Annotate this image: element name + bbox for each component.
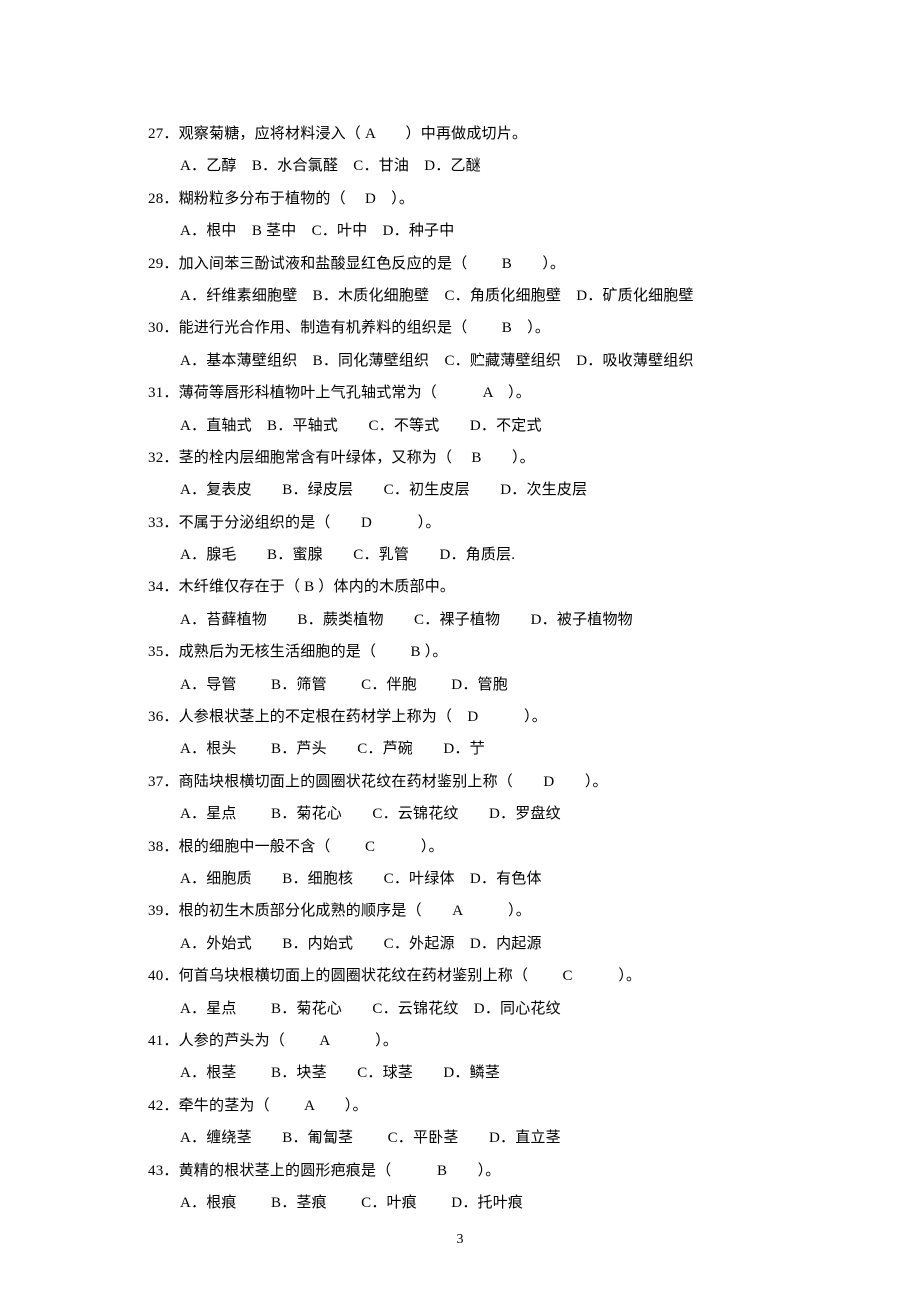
question-block: 30．能进行光合作用、制造有机养料的组织是（ B ）。 A．基本薄壁组织 B．同… — [148, 312, 790, 377]
question-stem: 37．商陆块根横切面上的圆圈状花纹在药材鉴别上称（ D ）。 — [148, 766, 790, 798]
question-block: 32．茎的栓内层细胞常含有叶绿体，又称为（ B ）。 A．复表皮 B．绿皮层 C… — [148, 442, 790, 507]
question-stem: 35．成熟后为无核生活细胞的是（ B ）。 — [148, 636, 790, 668]
question-options: A．缠绕茎 B．匍匐茎 C．平卧茎 D．直立茎 — [148, 1122, 790, 1154]
question-stem: 28．糊粉粒多分布于植物的（ D ）。 — [148, 183, 790, 215]
question-options: A．星点 B．菊花心 C．云锦花纹 D．同心花纹 — [148, 993, 790, 1025]
question-block: 42．牵牛的茎为（ A ）。 A．缠绕茎 B．匍匐茎 C．平卧茎 D．直立茎 — [148, 1090, 790, 1155]
question-stem: 33．不属于分泌组织的是（ D ）。 — [148, 507, 790, 539]
question-options: A．腺毛 B．蜜腺 C．乳管 D．角质层. — [148, 539, 790, 571]
page-number: 3 — [0, 1232, 920, 1248]
question-options: A．导管 B．筛管 C．伴胞 D．管胞 — [148, 669, 790, 701]
question-block: 43．黄精的根状茎上的圆形疤痕是（ B ）。 A．根痕 B．茎痕 C．叶痕 D．… — [148, 1155, 790, 1220]
question-options: A．星点 B．菊花心 C．云锦花纹 D．罗盘纹 — [148, 798, 790, 830]
question-options: A．复表皮 B．绿皮层 C．初生皮层 D．次生皮层 — [148, 474, 790, 506]
question-block: 38．根的细胞中一般不含（ C ）。 A．细胞质 B．细胞核 C．叶绿体 D．有… — [148, 831, 790, 896]
question-block: 40．何首乌块根横切面上的圆圈状花纹在药材鉴别上称（ C ）。 A．星点 B．菊… — [148, 960, 790, 1025]
question-block: 27．观察菊糖，应将材料浸入（ A ）中再做成切片。 A．乙醇 B．水合氯醛 C… — [148, 118, 790, 183]
question-block: 29．加入间苯三酚试液和盐酸显红色反应的是（ B ）。 A．纤维素细胞壁 B．木… — [148, 248, 790, 313]
question-block: 35．成熟后为无核生活细胞的是（ B ）。 A．导管 B．筛管 C．伴胞 D．管… — [148, 636, 790, 701]
question-options: A．乙醇 B．水合氯醛 C．甘油 D．乙醚 — [148, 150, 790, 182]
question-block: 34．木纤维仅存在于（ B ）体内的木质部中。 A．苔藓植物 B．蕨类植物 C．… — [148, 571, 790, 636]
question-stem: 43．黄精的根状茎上的圆形疤痕是（ B ）。 — [148, 1155, 790, 1187]
question-options: A．苔藓植物 B．蕨类植物 C．裸子植物 D．被子植物物 — [148, 604, 790, 636]
question-block: 28．糊粉粒多分布于植物的（ D ）。 A．根中 B 茎中 C．叶中 D．种子中 — [148, 183, 790, 248]
question-options: A．细胞质 B．细胞核 C．叶绿体 D．有色体 — [148, 863, 790, 895]
question-block: 39．根的初生木质部分化成熟的顺序是（ A ）。 A．外始式 B．内始式 C．外… — [148, 895, 790, 960]
question-options: A．外始式 B．内始式 C．外起源 D．内起源 — [148, 928, 790, 960]
question-stem: 27．观察菊糖，应将材料浸入（ A ）中再做成切片。 — [148, 118, 790, 150]
question-block: 41．人参的芦头为（ A ）。 A．根茎 B．块茎 C．球茎 D．鳞茎 — [148, 1025, 790, 1090]
question-stem: 39．根的初生木质部分化成熟的顺序是（ A ）。 — [148, 895, 790, 927]
question-stem: 29．加入间苯三酚试液和盐酸显红色反应的是（ B ）。 — [148, 248, 790, 280]
question-options: A．根中 B 茎中 C．叶中 D．种子中 — [148, 215, 790, 247]
question-options: A．直轴式 B．平轴式 C．不等式 D．不定式 — [148, 410, 790, 442]
question-options: A．根痕 B．茎痕 C．叶痕 D．托叶痕 — [148, 1187, 790, 1219]
question-block: 31．薄荷等唇形科植物叶上气孔轴式常为（ A ）。 A．直轴式 B．平轴式 C．… — [148, 377, 790, 442]
question-options: A．根茎 B．块茎 C．球茎 D．鳞茎 — [148, 1057, 790, 1089]
question-stem: 30．能进行光合作用、制造有机养料的组织是（ B ）。 — [148, 312, 790, 344]
question-options: A．基本薄壁组织 B．同化薄壁组织 C．贮藏薄壁组织 D．吸收薄壁组织 — [148, 345, 790, 377]
question-options: A．纤维素细胞壁 B．木质化细胞壁 C．角质化细胞壁 D．矿质化细胞壁 — [148, 280, 790, 312]
question-stem: 36．人参根状茎上的不定根在药材学上称为（ D ）。 — [148, 701, 790, 733]
document-page: 27．观察菊糖，应将材料浸入（ A ）中再做成切片。 A．乙醇 B．水合氯醛 C… — [0, 0, 920, 1302]
question-stem: 32．茎的栓内层细胞常含有叶绿体，又称为（ B ）。 — [148, 442, 790, 474]
question-stem: 41．人参的芦头为（ A ）。 — [148, 1025, 790, 1057]
question-block: 33．不属于分泌组织的是（ D ）。 A．腺毛 B．蜜腺 C．乳管 D．角质层. — [148, 507, 790, 572]
question-stem: 34．木纤维仅存在于（ B ）体内的木质部中。 — [148, 571, 790, 603]
question-stem: 40．何首乌块根横切面上的圆圈状花纹在药材鉴别上称（ C ）。 — [148, 960, 790, 992]
question-block: 37．商陆块根横切面上的圆圈状花纹在药材鉴别上称（ D ）。 A．星点 B．菊花… — [148, 766, 790, 831]
question-stem: 42．牵牛的茎为（ A ）。 — [148, 1090, 790, 1122]
question-block: 36．人参根状茎上的不定根在药材学上称为（ D ）。 A．根头 B．芦头 C．芦… — [148, 701, 790, 766]
question-stem: 31．薄荷等唇形科植物叶上气孔轴式常为（ A ）。 — [148, 377, 790, 409]
question-options: A．根头 B．芦头 C．芦碗 D．艼 — [148, 733, 790, 765]
question-stem: 38．根的细胞中一般不含（ C ）。 — [148, 831, 790, 863]
